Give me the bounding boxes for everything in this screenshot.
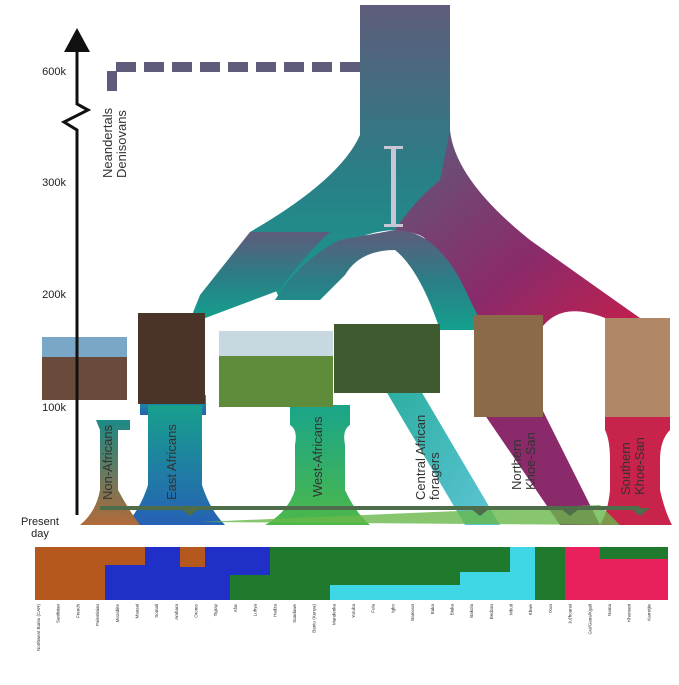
tree [80, 5, 672, 525]
population-label: Yoruba [351, 604, 356, 619]
population-label: Gui/Gana/Kgali [587, 604, 592, 635]
population-label: Ju|'hoansi [568, 604, 573, 624]
population-label: Biaka [449, 604, 454, 616]
population-label: Mandenka [331, 604, 336, 626]
population-label: Tigray [213, 603, 218, 616]
archaic-label: Neandertals [100, 107, 115, 178]
population-label: Sandawe [292, 604, 297, 623]
group-label: foragers [427, 452, 442, 500]
archaic-label: Denisovans [114, 110, 129, 178]
population-label: Bedzan [489, 604, 494, 620]
population-label: Luhya [253, 604, 258, 617]
population-label: Bamoun [410, 604, 415, 621]
population-label: Hadza [272, 604, 277, 618]
population-label: Igbo [390, 604, 395, 613]
population-label: Karretjie [646, 604, 651, 621]
population-label: Mozabite [115, 604, 120, 623]
population-labels: Northwest Bantu (CAR) Sardinian French Pale… [36, 603, 651, 651]
population-label: Afar [233, 604, 238, 613]
time-axis [60, 28, 92, 515]
photo [605, 318, 670, 417]
tick-label: 100k [42, 402, 66, 414]
population-label: Khwe [528, 604, 533, 616]
population-label: Khomani [627, 604, 632, 622]
population-label: Nama [607, 604, 612, 617]
population-label: Mbuti [509, 604, 514, 615]
group-label: Central African [413, 415, 428, 500]
group-label: Khoe-San [632, 437, 647, 495]
admixture-plot [35, 547, 668, 600]
photo [474, 315, 543, 417]
population-label: French [75, 604, 80, 619]
population-label: Somali [154, 604, 159, 618]
tick-label: 300k [42, 177, 66, 189]
population-label: Maasai [134, 604, 139, 619]
photo [138, 313, 205, 404]
photo [334, 324, 440, 393]
population-label: Fula [371, 604, 376, 613]
group-label: Khoe-San [523, 432, 538, 490]
population-label: Sardinian [56, 604, 61, 624]
population-label: Northwest Bantu (CAR) [36, 603, 41, 651]
population-label: Oromo [194, 604, 199, 618]
tick-label: 600k [42, 66, 66, 78]
group-label: Non-Africans [100, 424, 115, 500]
present-label: Present [21, 516, 59, 528]
population-label: !Xun [548, 604, 553, 614]
population-label: Bakola [469, 604, 474, 618]
photos [42, 313, 670, 417]
present-label: day [31, 528, 49, 540]
population-label: Amhara [174, 604, 179, 620]
group-label: East Africans [164, 424, 179, 500]
group-label: West-Africans [310, 416, 325, 497]
group-label: Southern [618, 442, 633, 495]
group-label: Northern [509, 439, 524, 490]
population-label: Palestinian [95, 604, 100, 627]
tick-label: 200k [42, 289, 66, 301]
population-label: Bantu (Kenya) [312, 604, 317, 633]
population-label: Baka [430, 604, 435, 615]
